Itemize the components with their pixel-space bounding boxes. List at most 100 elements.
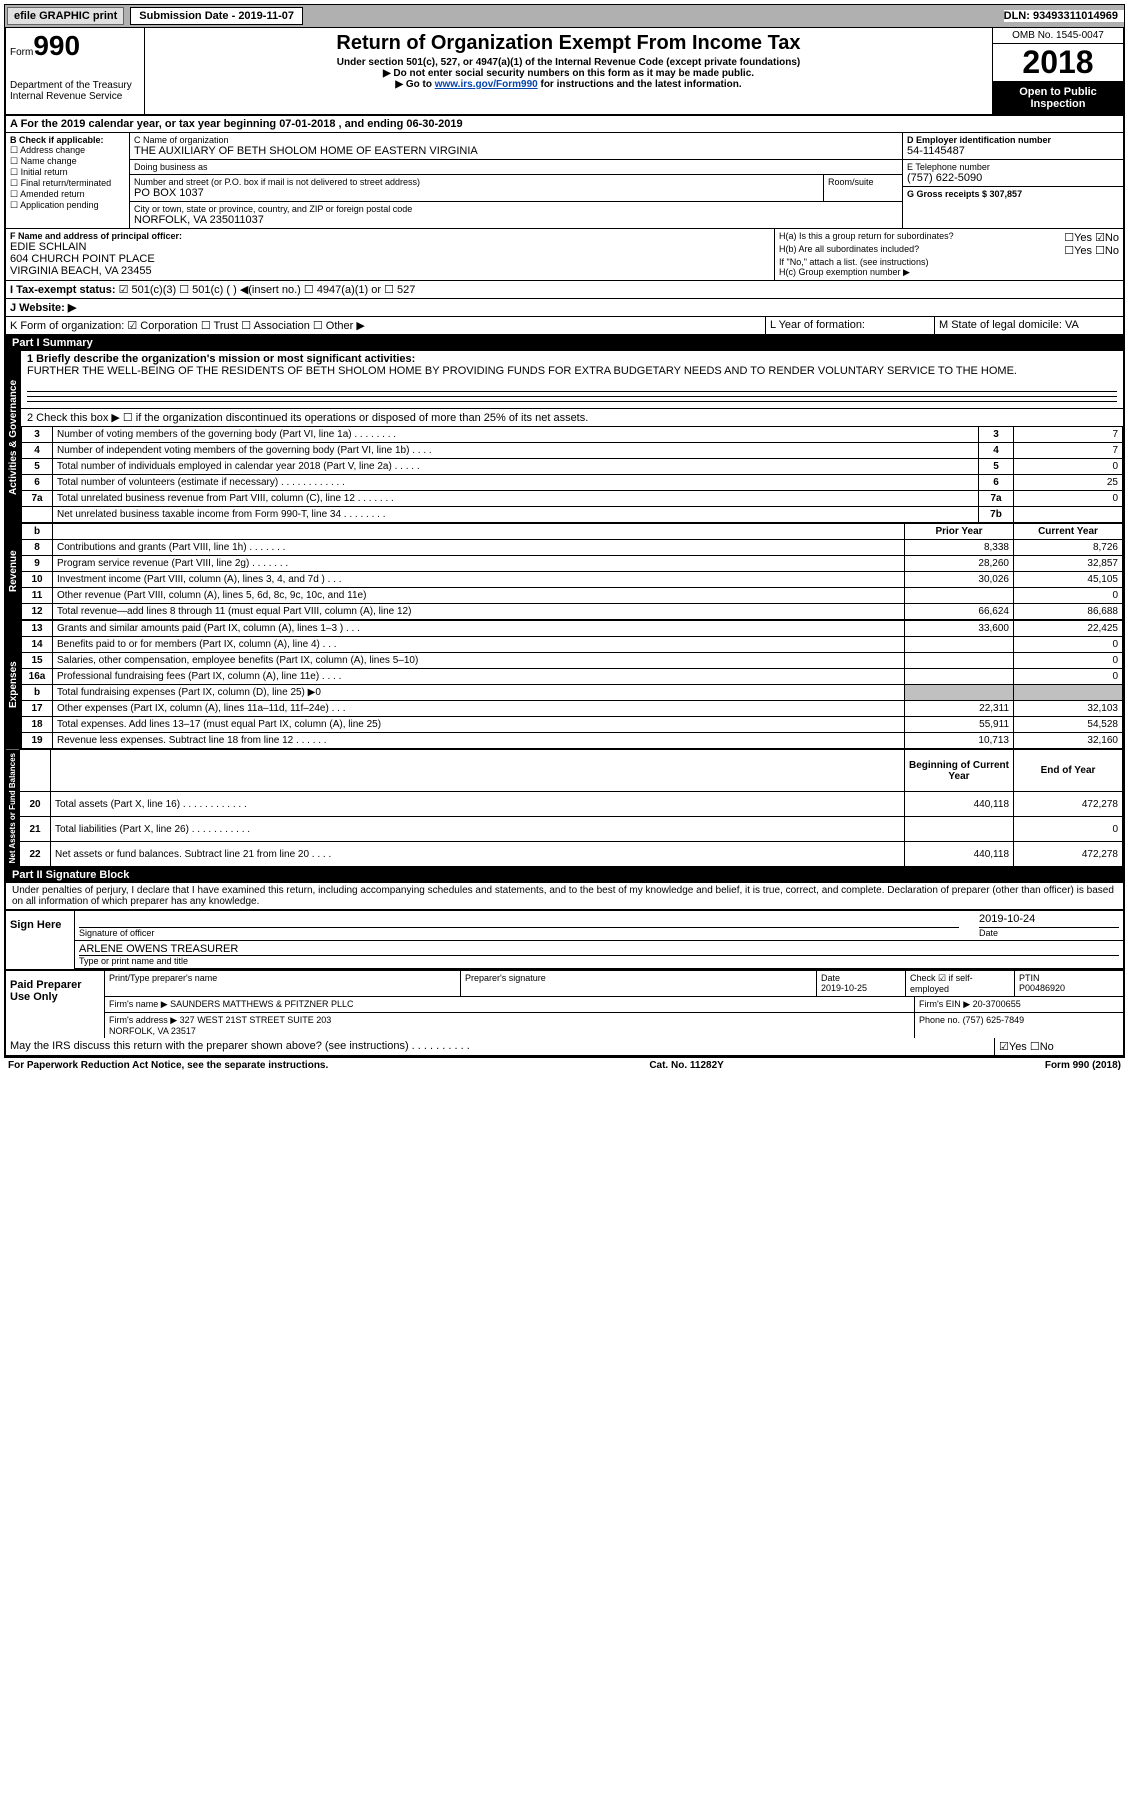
chk-final-return[interactable]: Final return/terminated [10,178,125,189]
box-m: M State of legal domicile: VA [935,317,1123,334]
tax-year: 2018 [993,44,1123,82]
col-prior-year: Prior Year [905,524,1014,540]
col-current-year: Current Year [1014,524,1123,540]
section-b-through-g: B Check if applicable: Address change Na… [6,133,1123,229]
top-toolbar: efile GRAPHIC print Submission Date - 20… [4,4,1125,28]
governance-table: 3Number of voting members of the governi… [21,426,1123,523]
phone-value: (757) 622-5090 [907,172,1119,184]
box-g-label: G Gross receipts $ 307,857 [907,189,1119,199]
expenses-table: 13Grants and similar amounts paid (Part … [21,620,1123,749]
col-end-year: End of Year [1014,750,1123,792]
dln-label: DLN: 93493311014969 [1004,10,1124,22]
ein-value: 54-1145487 [907,145,1119,157]
chk-app-pending[interactable]: Application pending [10,200,125,211]
footer-mid: Cat. No. 11282Y [649,1060,723,1071]
street-address: PO BOX 1037 [134,187,819,199]
line-a: A For the 2019 calendar year, or tax yea… [6,116,1123,132]
tax-exempt-opts[interactable]: ☑ 501(c)(3) ☐ 501(c) ( ) ◀(insert no.) ☐… [119,284,416,296]
form-word: Form [10,47,33,58]
h-b-answer[interactable]: ☐Yes ☐No [1064,244,1119,257]
box-c-name-label: C Name of organization [134,135,898,145]
tab-revenue: Revenue [6,523,21,620]
box-e-label: E Telephone number [907,162,1119,172]
chk-address-change[interactable]: Address change [10,145,125,156]
form-subtitle: Under section 501(c), 527, or 4947(a)(1)… [151,57,986,68]
sig-officer-label: Signature of officer [79,928,959,938]
h-a-label: H(a) Is this a group return for subordin… [779,231,954,244]
mission-text: FURTHER THE WELL-BEING OF THE RESIDENTS … [27,365,1117,377]
firm-name-label: Firm's name ▶ [109,999,168,1009]
tab-governance: Activities & Governance [6,351,21,523]
prep-name-label: Print/Type preparer's name [105,971,461,996]
room-label: Room/suite [824,175,902,201]
section-f-h: F Name and address of principal officer:… [6,229,1123,281]
irs-link[interactable]: www.irs.gov/Form990 [435,79,538,90]
box-i-label: I Tax-exempt status: [10,284,116,296]
addr-label: Number and street (or P.O. box if mail i… [134,177,819,187]
form-title: Return of Organization Exempt From Incom… [151,32,986,55]
h-b-label: H(b) Are all subordinates included? [779,244,919,257]
prep-phone-label: Phone no. [919,1015,960,1025]
officer-addr1: 604 CHURCH POINT PLACE [10,253,770,265]
part1-header: Part I Summary [6,335,1123,351]
revenue-table: bPrior YearCurrent Year 8Contributions a… [21,523,1123,620]
omb-number: OMB No. 1545-0047 [993,28,1123,44]
box-l: L Year of formation: [766,317,935,334]
box-k[interactable]: K Form of organization: ☑ Corporation ☐ … [6,317,766,334]
form-990: Form990 Department of the Treasury Inter… [4,28,1125,1058]
firm-addr-label: Firm's address ▶ [109,1015,177,1025]
discuss-answer[interactable]: ☑Yes ☐No [995,1038,1123,1055]
tab-expenses: Expenses [6,620,21,749]
h-b-note: If "No," attach a list. (see instruction… [779,257,1119,267]
paid-preparer-block: Paid Preparer Use Only Print/Type prepar… [6,969,1123,1038]
ptin-label: PTIN [1019,973,1040,983]
officer-name: EDIE SCHLAIN [10,241,770,253]
efile-print-button[interactable]: efile GRAPHIC print [7,7,124,25]
footer-right: Form 990 (2018) [1045,1060,1121,1071]
note-goto-pre: ▶ Go to [395,79,434,90]
form-number: 990 [33,30,80,61]
city-state-zip: NORFOLK, VA 235011037 [134,214,898,226]
city-label: City or town, state or province, country… [134,204,898,214]
h-a-answer[interactable]: ☐Yes ☑No [1064,231,1119,244]
q1-label: 1 Briefly describe the organization's mi… [27,353,1117,365]
firm-ein-label: Firm's EIN ▶ [919,999,970,1009]
box-f-label: F Name and address of principal officer: [10,231,770,241]
note-goto-post: for instructions and the latest informat… [538,79,742,90]
box-j: J Website: ▶ [6,299,1123,316]
firm-ein: 20-3700655 [973,999,1021,1009]
box-b-label: B Check if applicable: [10,135,125,145]
firm-name: SAUNDERS MATTHEWS & PFITZNER PLLC [170,999,353,1009]
sig-date: 2019-10-24 [979,913,1119,928]
type-name-label: Type or print name and title [79,956,1119,966]
prep-date: 2019-10-25 [821,983,867,993]
chk-initial-return[interactable]: Initial return [10,167,125,178]
h-c-label: H(c) Group exemption number ▶ [779,267,1119,278]
footer-left: For Paperwork Reduction Act Notice, see … [8,1060,328,1071]
dba-label: Doing business as [134,162,898,172]
chk-amended[interactable]: Amended return [10,189,125,200]
q2-text[interactable]: 2 Check this box ▶ ☐ if the organization… [21,409,1123,426]
sign-here-block: Sign Here Signature of officer 2019-10-2… [6,909,1123,969]
org-name: THE AUXILIARY OF BETH SHOLOM HOME OF EAS… [134,145,898,157]
open-inspection: Open to Public Inspection [993,82,1123,114]
form-header: Form990 Department of the Treasury Inter… [6,28,1123,116]
officer-typed-name: ARLENE OWENS TREASURER [79,943,1119,956]
discuss-question: May the IRS discuss this return with the… [6,1038,995,1055]
prep-phone: (757) 625-7849 [963,1015,1025,1025]
paid-preparer-label: Paid Preparer Use Only [6,971,105,1038]
chk-name-change[interactable]: Name change [10,156,125,167]
submission-date: Submission Date - 2019-11-07 [130,7,303,25]
self-employed-check[interactable]: Check ☑ if self-employed [906,971,1015,996]
ptin-value: P00486920 [1019,983,1065,993]
prep-sig-label: Preparer's signature [461,971,817,996]
officer-addr2: VIRGINIA BEACH, VA 23455 [10,265,770,277]
date-label: Date [979,928,1119,938]
tab-net-assets: Net Assets or Fund Balances [6,749,19,867]
declaration-text: Under penalties of perjury, I declare th… [6,883,1123,909]
dept-label: Department of the Treasury Internal Reve… [10,80,140,102]
box-d-label: D Employer identification number [907,135,1119,145]
page-footer: For Paperwork Reduction Act Notice, see … [4,1058,1125,1073]
part2-header: Part II Signature Block [6,867,1123,883]
sign-here-label: Sign Here [6,911,75,969]
